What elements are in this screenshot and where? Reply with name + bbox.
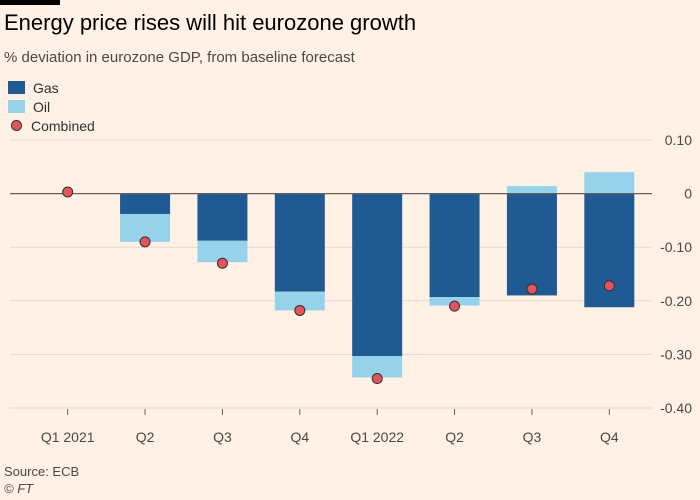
combined-point	[371, 373, 383, 385]
legend-label-gas: Gas	[33, 79, 59, 96]
x-tick-label: Q2	[136, 429, 155, 445]
brand-rule	[0, 0, 60, 5]
combined-point	[449, 300, 461, 312]
legend-item-oil: Oil	[8, 97, 95, 116]
y-tick-label: -0.40	[660, 400, 692, 416]
gas-swatch	[8, 81, 25, 94]
y-tick-label: -0.10	[660, 239, 692, 255]
combined-point	[216, 257, 228, 269]
combined-point	[139, 236, 151, 248]
y-tick-label: 0	[684, 186, 692, 202]
combined-point	[294, 304, 306, 316]
oil-bar	[584, 172, 635, 194]
y-tick-label: -0.30	[660, 346, 692, 362]
gas-bar	[274, 193, 325, 292]
x-tick-label: Q4	[600, 429, 619, 445]
legend-label-combined: Combined	[31, 117, 95, 134]
gas-bar	[120, 193, 171, 214]
combined-point	[62, 186, 74, 198]
gas-bar	[506, 193, 557, 296]
y-tick-label: -0.20	[660, 293, 692, 309]
legend-item-combined: Combined	[8, 116, 95, 135]
x-tick-label: Q2	[445, 429, 464, 445]
y-tick-label: 0.10	[665, 132, 692, 148]
legend: Gas Oil Combined	[8, 78, 95, 135]
combined-marker-icon	[11, 120, 22, 131]
x-tick-label: Q1 2022	[350, 429, 404, 445]
combined-point	[603, 280, 615, 292]
x-tick-label: Q3	[523, 429, 542, 445]
combined-point	[526, 283, 538, 295]
gas-bar	[352, 193, 403, 357]
oil-bar	[352, 356, 403, 378]
copyright-note: © FT	[4, 481, 34, 496]
chart-title: Energy price rises will hit eurozone gro…	[4, 10, 417, 35]
gas-bar	[429, 193, 480, 298]
legend-item-gas: Gas	[8, 78, 95, 97]
gas-bar	[197, 193, 248, 241]
source-note: Source: ECB	[4, 464, 80, 479]
oil-bar	[506, 186, 557, 194]
oil-bar	[274, 291, 325, 311]
chart-subtitle: % deviation in eurozone GDP, from baseli…	[4, 49, 355, 66]
oil-swatch	[8, 100, 25, 113]
x-tick-label: Q1 2021	[41, 429, 95, 445]
x-tick-label: Q3	[213, 429, 232, 445]
x-tick-label: Q4	[290, 429, 309, 445]
legend-label-oil: Oil	[33, 98, 51, 115]
oil-bar	[197, 240, 248, 263]
